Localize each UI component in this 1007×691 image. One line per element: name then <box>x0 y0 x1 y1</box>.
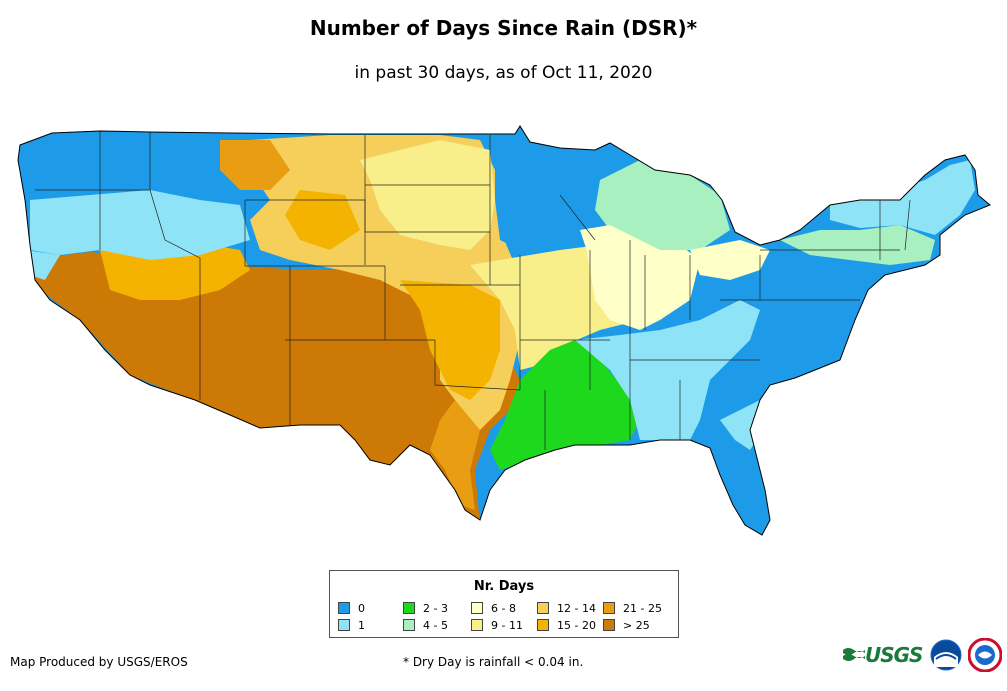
logos: USGS <box>843 638 1003 672</box>
legend-swatch <box>403 619 415 631</box>
legend-item: 1 <box>338 618 365 632</box>
legend-item: 2 - 3 <box>403 601 448 615</box>
legend-item: 9 - 11 <box>471 618 523 632</box>
legend-label: 9 - 11 <box>491 618 523 632</box>
legend-item: 12 - 14 <box>537 601 596 615</box>
usgs-wave-icon <box>843 648 865 661</box>
legend-label: 15 - 20 <box>557 618 596 632</box>
credit-text: Map Produced by USGS/EROS <box>10 655 188 669</box>
legend-label: 0 <box>358 601 365 615</box>
legend-label: 2 - 3 <box>423 601 448 615</box>
footnote-text: * Dry Day is rainfall < 0.04 in. <box>403 655 584 669</box>
us-dsr-map <box>17 125 991 536</box>
usgs-logo: USGS <box>843 643 923 667</box>
legend-label: 12 - 14 <box>557 601 596 615</box>
legend-swatch <box>537 602 549 614</box>
legend-label: 6 - 8 <box>491 601 516 615</box>
legend-swatch <box>403 602 415 614</box>
usgs-wordmark: USGS <box>865 643 923 667</box>
map-subtitle: in past 30 days, as of Oct 11, 2020 <box>354 63 653 83</box>
nws-logo-icon <box>968 638 1003 672</box>
noaa-logo-icon <box>930 639 962 671</box>
legend-label: 4 - 5 <box>423 618 448 632</box>
legend-swatch <box>537 619 549 631</box>
legend-swatch <box>338 602 350 614</box>
legend-swatch <box>338 619 350 631</box>
legend-swatch <box>471 602 483 614</box>
legend-label: 1 <box>358 618 365 632</box>
legend-item: 0 <box>338 601 365 615</box>
legend-item: 6 - 8 <box>471 601 516 615</box>
map-title: Number of Days Since Rain (DSR)* <box>309 16 698 40</box>
legend-item: 4 - 5 <box>403 618 448 632</box>
legend-swatch <box>603 619 615 631</box>
legend-swatch <box>603 602 615 614</box>
legend-label: 21 - 25 <box>623 601 662 615</box>
legend-label: > 25 <box>623 618 650 632</box>
legend-swatch <box>471 619 483 631</box>
legend: Nr. Days 0 1 2 - 3 4 - 5 6 - 8 9 - 11 12… <box>329 570 679 638</box>
legend-item: > 25 <box>603 618 650 632</box>
legend-title: Nr. Days <box>473 579 535 594</box>
legend-item: 21 - 25 <box>603 601 662 615</box>
legend-item: 15 - 20 <box>537 618 596 632</box>
